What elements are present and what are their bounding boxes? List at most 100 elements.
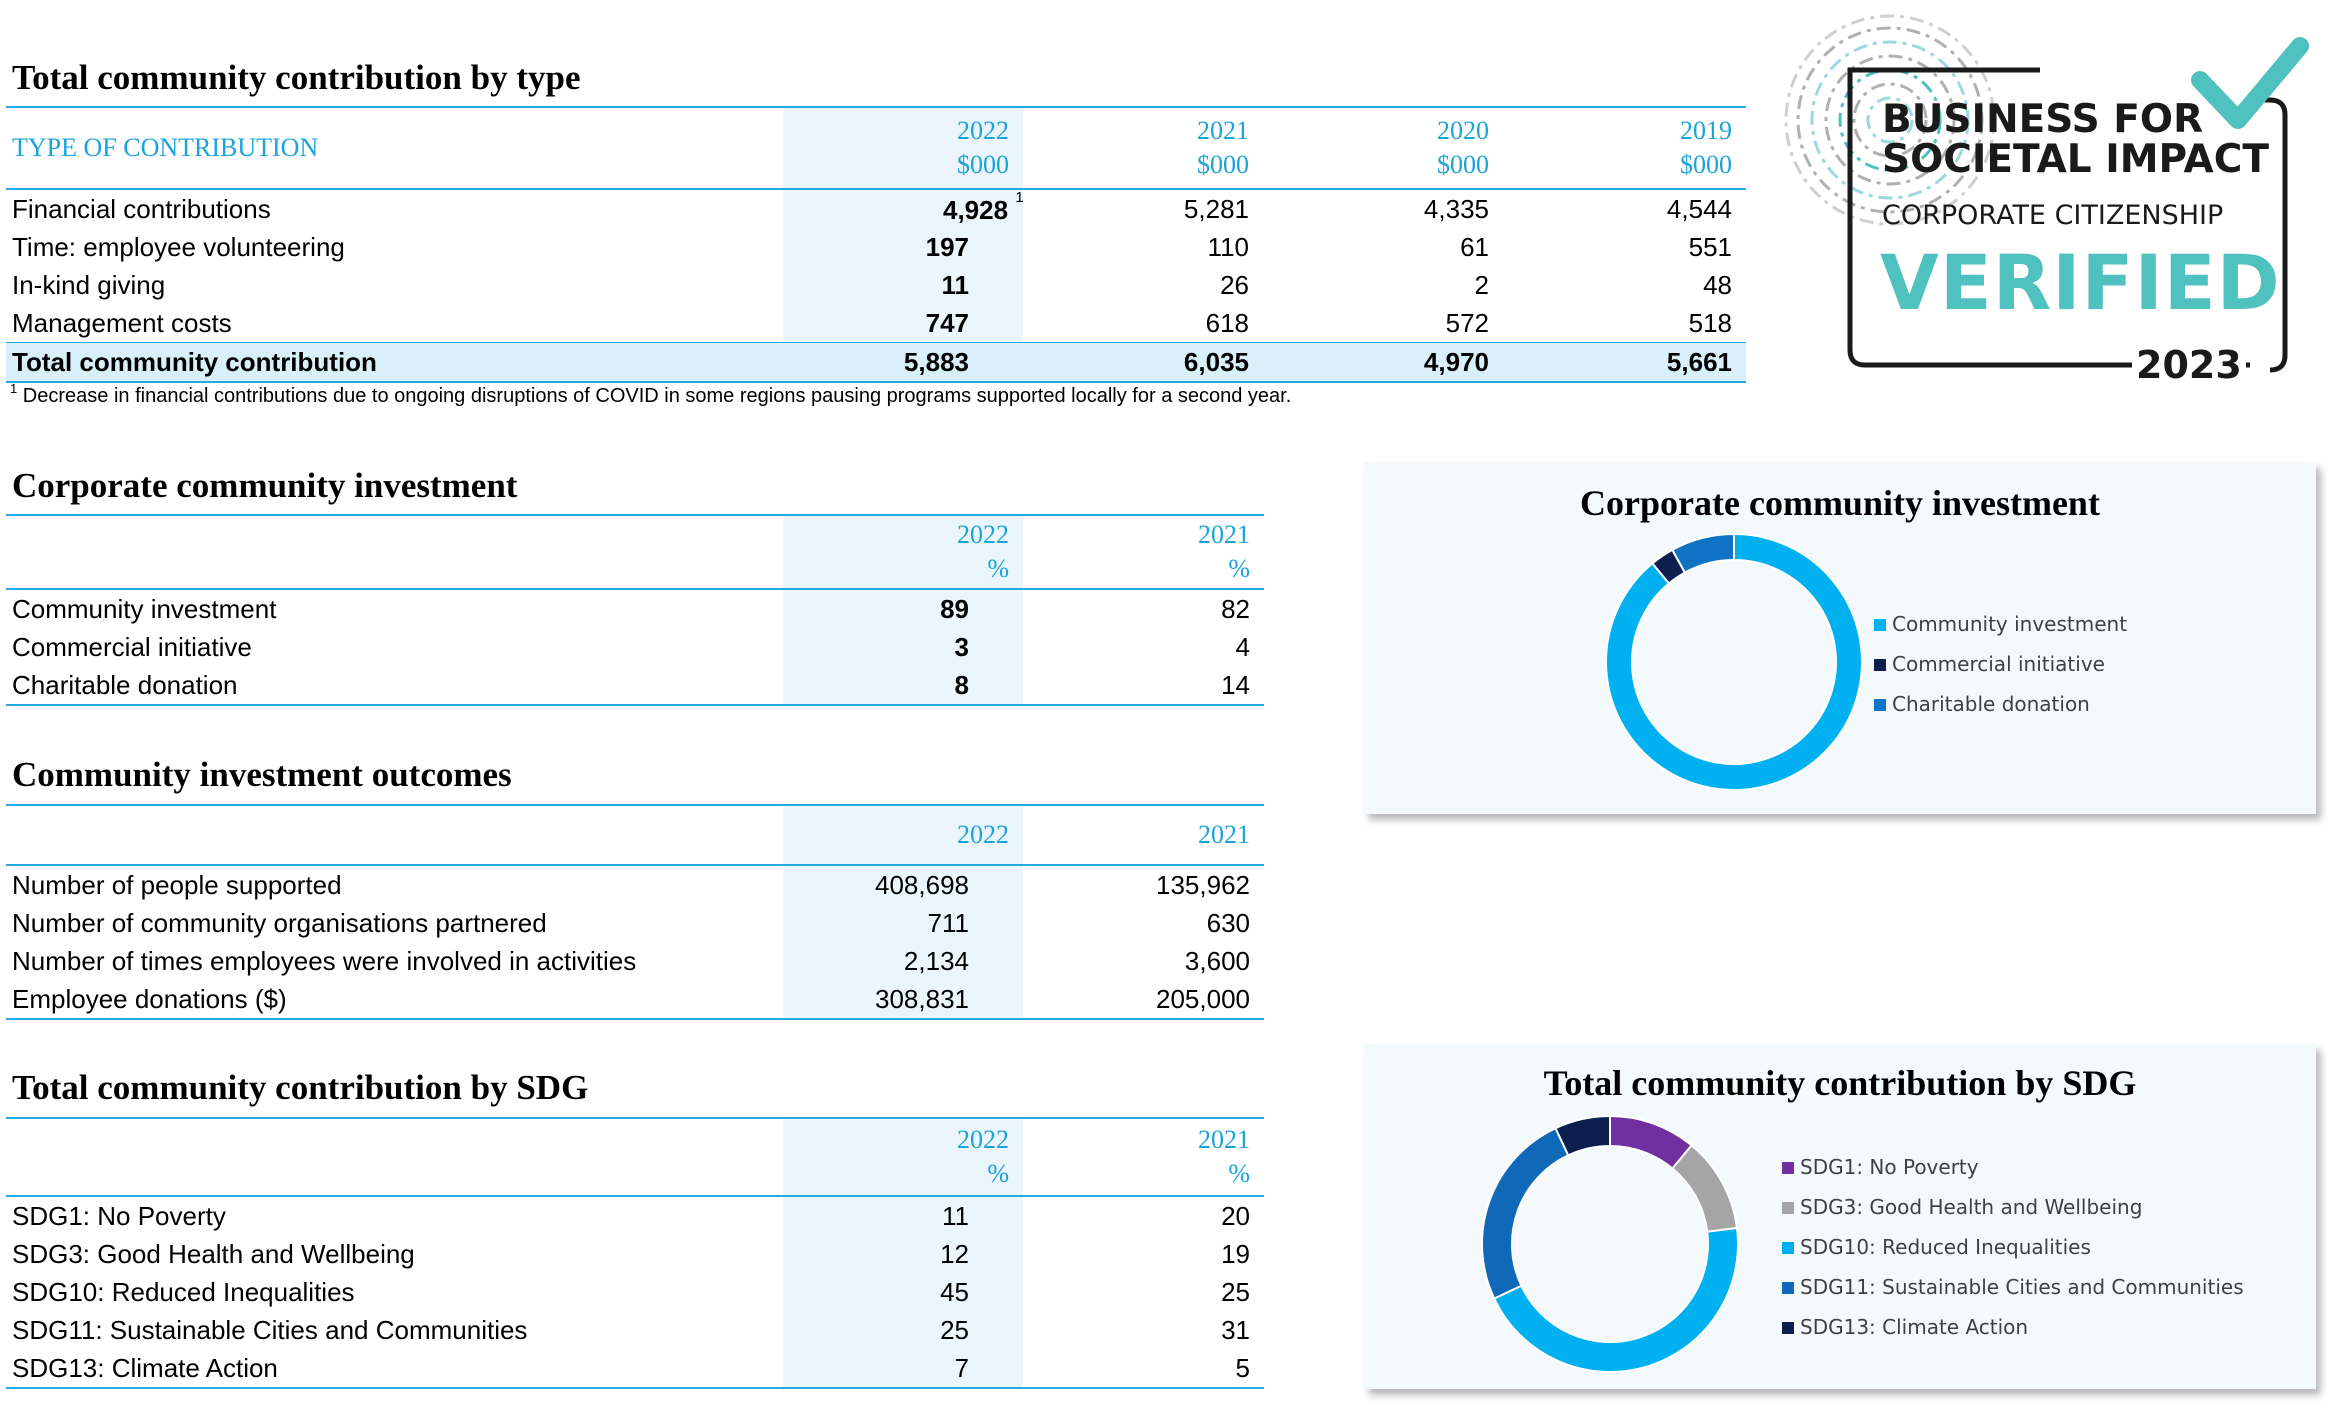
value-cell: 630 — [1206, 907, 1250, 938]
value-cell: 89 — [783, 589, 1023, 628]
value-cell: 7 — [783, 1349, 1023, 1388]
badge-line3: CORPORATE CITIZENSHIP — [1882, 200, 2224, 231]
value-cell: 45 — [783, 1273, 1023, 1311]
badge-line1: BUSINESS FOR — [1882, 97, 2204, 142]
legend-entry: Commercial initiative — [1874, 644, 2127, 684]
donut-chart — [1481, 1114, 1739, 1373]
row-label: SDG1: No Poverty — [12, 1200, 226, 1231]
legend-entry: SDG1: No Poverty — [1782, 1147, 2244, 1187]
chart-legend: SDG1: No Poverty SDG3: Good Health and We… — [1782, 1147, 2244, 1347]
value-cell: 14 — [1221, 669, 1250, 700]
value-cell: 3 — [783, 628, 1023, 666]
value-cell: 5,281 — [1183, 193, 1249, 224]
row-label: Financial contributions — [12, 193, 271, 224]
row-label: Charitable donation — [12, 669, 238, 700]
donut-slice — [1481, 1126, 1570, 1300]
chart-title: Total community contribution by SDG — [1543, 1063, 2137, 1103]
value-cell: 110 — [1207, 231, 1249, 262]
row-label: SDG3: Good Health and Wellbeing — [12, 1238, 415, 1269]
value-cell: 5,661 — [1503, 342, 1746, 382]
legend-swatch — [1782, 1282, 1794, 1294]
legend-swatch — [1782, 1322, 1794, 1334]
header-year: 2019 $000 — [1680, 116, 1732, 179]
header-year: 2022 $000 — [783, 107, 1023, 189]
legend-label: Commercial initiative — [1892, 652, 2105, 676]
value-cell: 711 — [783, 904, 1023, 942]
donut-slice — [1554, 1114, 1611, 1157]
sdg-chart: Total community contribution by SDG SDG1… — [1364, 1044, 2316, 1389]
table-row: Number of people supported 408,698 135,9… — [6, 865, 1264, 904]
header-year: 2021 $000 — [1197, 116, 1249, 179]
value-cell: 4,544 — [1666, 193, 1732, 224]
legend-label: Charitable donation — [1892, 692, 2090, 716]
check-mark-icon — [2191, 37, 2309, 129]
table-row: Number of community organisations partne… — [6, 904, 1264, 942]
section-title-corporate-investment: Corporate community investment — [12, 466, 518, 505]
value-cell: 408,698 — [783, 865, 1023, 904]
value-cell: 5,883 — [783, 342, 1023, 382]
donut-slice — [1671, 1143, 1739, 1233]
value-cell: 31 — [1221, 1314, 1250, 1345]
value-cell: 618 — [1205, 307, 1249, 338]
header-year: 2020 $000 — [1437, 116, 1489, 179]
table-row: SDG1: No Poverty 11 20 — [6, 1196, 1264, 1235]
badge-year: 2023 — [2132, 343, 2246, 387]
table-row: Time: employee volunteering 197 110 61 5… — [6, 228, 1746, 266]
outcomes-table: 2022 2021 Number of people supported 408… — [6, 804, 1264, 1020]
legend-label: SDG3: Good Health and Wellbeing — [1800, 1195, 2143, 1219]
row-label: Number of people supported — [12, 869, 342, 900]
table-row: SDG13: Climate Action 7 5 — [6, 1349, 1264, 1388]
value-cell: 205,000 — [1156, 983, 1250, 1014]
value-cell: 572 — [1445, 307, 1489, 338]
row-label: Number of times employees were involved … — [12, 945, 637, 976]
header-year: 2022 — [783, 805, 1023, 865]
table-row: SDG11: Sustainable Cities and Communitie… — [6, 1311, 1264, 1349]
fingerprint-icon — [1784, 14, 2309, 373]
row-label: Number of community organisations partne… — [12, 907, 547, 938]
header-year: 2022% — [783, 515, 1023, 589]
legend-swatch — [1874, 659, 1886, 671]
legend-label: SDG11: Sustainable Cities and Communitie… — [1800, 1275, 2244, 1299]
value-cell: 4,928 1 — [783, 189, 1023, 228]
table-row: Employee donations ($) 308,831 205,000 — [6, 980, 1264, 1019]
legend-swatch — [1782, 1162, 1794, 1174]
header-spacer — [6, 1118, 783, 1196]
legend-entry: SDG13: Climate Action — [1782, 1307, 2244, 1347]
donut-slice — [1492, 1226, 1739, 1373]
table-header: 2022% 2021% — [6, 1118, 1264, 1196]
chart-legend: Community investment Commercial initiativ… — [1874, 604, 2127, 724]
legend-swatch — [1782, 1242, 1794, 1254]
chart-title: Corporate community investment — [1580, 483, 2100, 523]
footnote: 1 Decrease in financial contributions du… — [10, 381, 1292, 407]
table-row: Commercial initiative 3 4 — [6, 628, 1264, 666]
table-row: Charitable donation 8 14 — [6, 666, 1264, 705]
table-row: Financial contributions 4,928 1 5,281 4,… — [6, 189, 1746, 228]
value-cell: 11 — [783, 1196, 1023, 1235]
legend-entry: Charitable donation — [1874, 684, 2127, 724]
row-label: SDG10: Reduced Inequalities — [12, 1276, 355, 1307]
value-cell: 5 — [1235, 1352, 1250, 1383]
value-cell: 8 — [783, 666, 1023, 705]
header-spacer — [6, 805, 783, 865]
row-label: Employee donations ($) — [12, 983, 287, 1014]
legend-entry: Community investment — [1874, 604, 2127, 644]
value-cell: 48 — [1703, 269, 1732, 300]
legend-swatch — [1874, 619, 1886, 631]
value-cell: 518 — [1688, 307, 1732, 338]
table-row: Community investment 89 82 — [6, 589, 1264, 628]
section-title-contribution-by-type: Total community contribution by type — [12, 58, 581, 97]
header-year: 2021 — [1198, 820, 1250, 849]
value-cell: 25 — [783, 1311, 1023, 1349]
header-year: 2021% — [1198, 520, 1250, 583]
total-row: Total community contribution 5,883 6,035… — [6, 342, 1746, 382]
value-cell: 4,335 — [1423, 193, 1489, 224]
value-cell: 19 — [1221, 1238, 1250, 1269]
table-row: SDG3: Good Health and Wellbeing 12 19 — [6, 1235, 1264, 1273]
row-label: Time: employee volunteering — [12, 231, 345, 262]
value-cell: 2,134 — [783, 942, 1023, 980]
value-cell: 135,962 — [1156, 869, 1250, 900]
value-cell: 551 — [1688, 231, 1732, 262]
legend-label: SDG1: No Poverty — [1800, 1155, 1979, 1179]
section-title-outcomes: Community investment outcomes — [12, 755, 512, 794]
row-label: Community investment — [12, 593, 277, 624]
